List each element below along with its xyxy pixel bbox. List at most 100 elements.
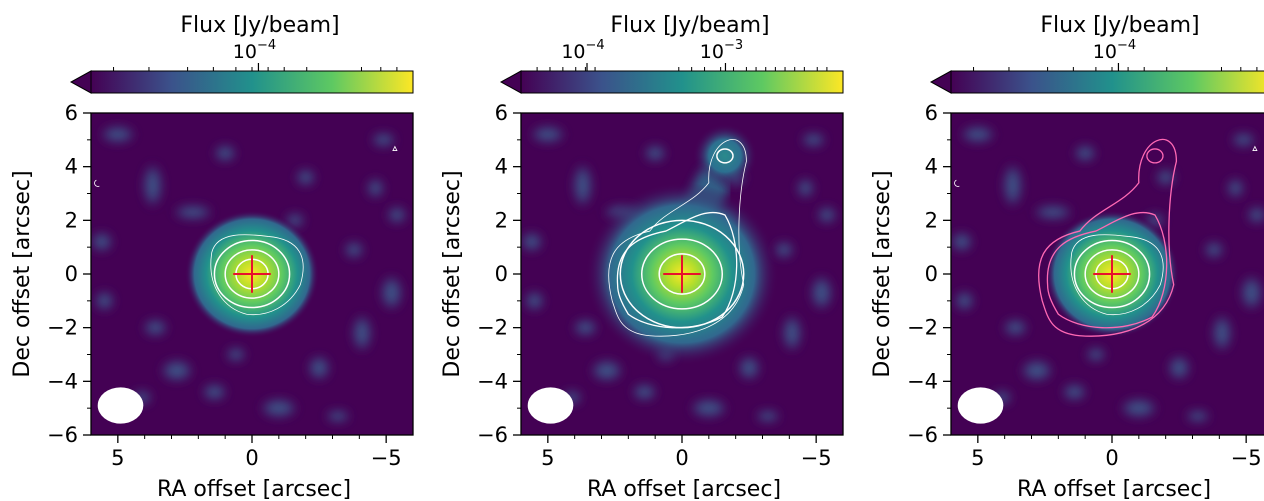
y-tick-label: −2 (47, 316, 78, 340)
overlay-contour (1146, 148, 1164, 164)
colorbar-tick-base: 10 (1093, 41, 1117, 63)
y-tick-label: 2 (925, 208, 938, 232)
noise-blob (521, 231, 544, 253)
contour (641, 238, 723, 310)
noise-blob (370, 131, 397, 148)
colorbar-tick-label: 10−3 (700, 38, 743, 63)
colorbar-label: Flux [Jy/beam] (610, 13, 769, 38)
noise-blob (1203, 240, 1225, 260)
y-tick-label: 6 (925, 101, 938, 125)
colorbar-extend-arrow (499, 70, 522, 94)
noise-blob (1167, 354, 1192, 382)
noise-blob (1001, 161, 1024, 210)
noise-blob (171, 204, 215, 221)
colorbar-tick-base: 10 (700, 41, 724, 63)
beam-ellipse (97, 387, 144, 424)
y-tick-label: −2 (477, 316, 508, 340)
contour (616, 211, 738, 329)
noise-blob (523, 290, 546, 312)
y-tick-label: 0 (925, 262, 938, 286)
noise-blob (1085, 346, 1107, 363)
noise-blob (1211, 312, 1233, 354)
noise-blob (1118, 397, 1159, 419)
noise-blob (1061, 382, 1088, 402)
x-tick-label: 5 (541, 446, 554, 470)
y-tick-label: −4 (477, 369, 508, 393)
colorbar-tick-base: 10 (561, 41, 585, 63)
contours (608, 139, 747, 337)
noise-blob (379, 274, 404, 312)
image (91, 113, 413, 435)
contour (1073, 239, 1151, 309)
y-tick-label: 4 (925, 155, 938, 179)
noise-blob (141, 318, 169, 338)
y-tick-label: −4 (47, 369, 78, 393)
noise-blob (643, 143, 668, 163)
colorbar-frame (520, 70, 844, 94)
y-tick-label: 0 (495, 262, 508, 286)
x-tick-label: −5 (801, 446, 832, 470)
noise-blob (796, 177, 815, 199)
noise-blob (953, 290, 976, 312)
noise-blob (1154, 168, 1177, 187)
colorbar-tick-exponent: −4 (257, 38, 276, 53)
noise-blob (816, 205, 838, 225)
noise-blob (737, 354, 762, 382)
x-tick-label: 0 (675, 446, 688, 470)
noise-blob (1239, 274, 1264, 312)
colorbar-tick-label: 10−4 (233, 38, 276, 63)
noise-blob (571, 161, 594, 210)
x-tick-label: −5 (1231, 446, 1262, 470)
contour (608, 139, 747, 337)
contour (954, 179, 960, 187)
noise-blob (1031, 204, 1075, 221)
noise-blob (366, 177, 385, 199)
colorbar-label: Flux [Jy/beam] (1040, 13, 1199, 38)
colorbar-tick-label: 10−4 (561, 38, 604, 63)
noise-blob (781, 312, 803, 354)
noise-blob (225, 346, 247, 363)
x-tick-label: 0 (1105, 446, 1118, 470)
contour (619, 219, 745, 329)
contour (1070, 234, 1164, 316)
contour (213, 239, 291, 309)
noise-blob (951, 231, 974, 253)
x-axis-label: RA offset [arcsec] (157, 477, 351, 501)
y-tick-label: −6 (477, 423, 508, 447)
noise-blob (91, 231, 114, 253)
x-axis-label: RA offset [arcsec] (587, 477, 781, 501)
colorbar-gradient (951, 71, 1264, 93)
contour (1084, 249, 1140, 299)
noise-blob (1019, 358, 1055, 383)
noise-blob (386, 205, 408, 225)
noise-blob (571, 318, 599, 338)
y-tick-label: 6 (65, 101, 78, 125)
colorbar-tick-exponent: −4 (586, 38, 605, 53)
y-axis-label: Dec offset [arcsec] (870, 170, 895, 377)
noise-blob (343, 240, 365, 260)
noise-blob (688, 397, 729, 419)
contour (716, 148, 734, 164)
noise-blob (213, 143, 238, 163)
colorbar-gradient (91, 71, 413, 93)
noise-blob (307, 354, 332, 382)
noise-blob (589, 358, 625, 383)
noise-blob (258, 397, 299, 419)
noise-blob (93, 290, 116, 312)
y-tick-label: −6 (907, 423, 938, 447)
noise-blob (294, 168, 317, 187)
overlay-contour (1038, 138, 1178, 337)
contour (224, 249, 280, 299)
noise-blob (324, 409, 352, 423)
y-tick-label: −6 (47, 423, 78, 447)
noise-blob (1184, 409, 1212, 423)
x-tick-label: −5 (371, 446, 402, 470)
contour (658, 253, 706, 295)
y-tick-label: 4 (65, 155, 78, 179)
image (521, 113, 843, 435)
contour (1252, 145, 1258, 151)
noise-blob (201, 382, 228, 402)
